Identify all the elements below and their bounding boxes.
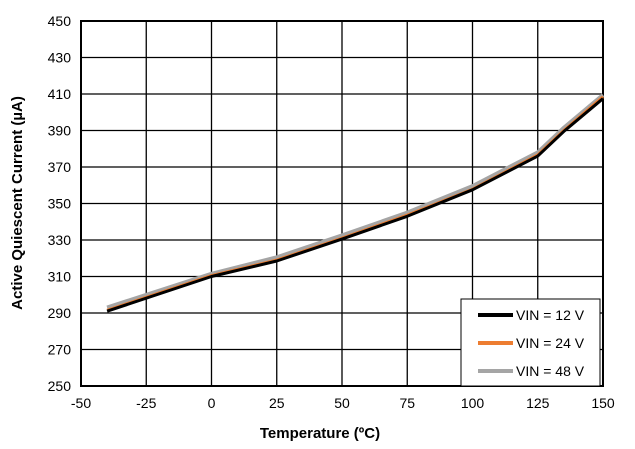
x-tick-label: 0	[208, 395, 216, 411]
x-tick-label: -50	[71, 395, 91, 411]
plot-border	[80, 20, 604, 387]
y-tick-label: 430	[48, 50, 72, 66]
y-tick-label: 450	[48, 13, 72, 29]
y-tick-label: 370	[48, 159, 72, 175]
y-tick-label: 310	[48, 269, 72, 285]
legend-label: VIN = 48 V	[516, 363, 585, 379]
y-axis-label: Active Quiescent Current (µA)	[9, 96, 26, 310]
legend-label: VIN = 12 V	[516, 307, 585, 323]
series-line	[106, 97, 604, 313]
x-tick-label: 25	[269, 395, 285, 411]
legend: VIN = 12 V VIN = 24 V VIN = 48 V	[460, 298, 601, 387]
x-tick-label: 100	[461, 395, 485, 411]
y-tick-label: 250	[48, 378, 72, 394]
x-tick-label: 125	[526, 395, 550, 411]
x-tick-label: 50	[334, 395, 350, 411]
series-line	[106, 93, 605, 310]
y-tick-label: 390	[48, 123, 72, 139]
x-tick-label: 150	[591, 395, 615, 411]
legend-label: VIN = 24 V	[516, 335, 585, 351]
y-tick-label: 270	[48, 342, 72, 358]
y-tick-label: 290	[48, 305, 72, 321]
y-tick-label: 330	[48, 232, 72, 248]
x-tick-label: 75	[399, 395, 415, 411]
y-tick-label: 350	[48, 196, 72, 212]
y-tick-label: 410	[48, 86, 72, 102]
x-axis-label: Temperature (ºC)	[260, 425, 380, 442]
x-tick-label: -25	[136, 395, 156, 411]
